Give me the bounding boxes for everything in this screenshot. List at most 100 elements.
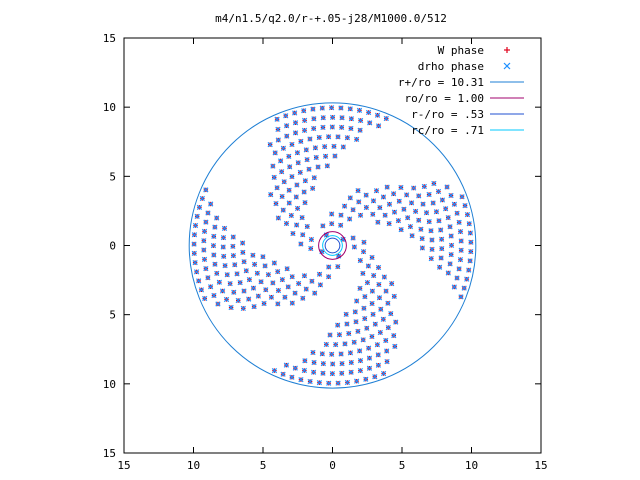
drho-phase-point (436, 218, 442, 224)
drho-phase-point (251, 261, 258, 268)
drho-phase-point (307, 136, 313, 142)
drho-phase-point (327, 332, 333, 338)
drho-phase-point (447, 261, 453, 267)
drho-phase-point (302, 358, 308, 364)
drho-phase-point (300, 232, 306, 238)
drho-phase-point (371, 272, 377, 279)
drho-phase-point (294, 205, 301, 212)
drho-phase-point (457, 257, 464, 263)
drho-phase-point (338, 212, 344, 218)
drho-phase-point (377, 204, 383, 211)
drho-phase-point (202, 295, 208, 302)
legend-label: drho phase (418, 60, 484, 73)
drho-phase-point (240, 249, 246, 256)
drho-phase-point (412, 208, 419, 214)
drho-phase-point (234, 271, 240, 277)
drho-phase-point (407, 223, 414, 230)
drho-phase-point (203, 187, 209, 193)
drho-phase-point (208, 201, 214, 207)
drho-phase-point (438, 227, 444, 233)
drho-phase-point (335, 264, 341, 270)
drho-phase-point (215, 301, 221, 307)
drho-phase-point (376, 295, 383, 301)
drho-phase-point (216, 279, 222, 285)
drho-phase-point (192, 222, 199, 229)
drho-phase-point (364, 279, 371, 286)
drho-phase-point (363, 192, 369, 198)
drho-phase-point (282, 294, 288, 300)
drho-phase-point (336, 332, 343, 338)
drho-phase-point (329, 124, 335, 130)
drho-phase-point (451, 284, 457, 290)
drho-phase-point (380, 370, 387, 377)
drho-phase-point (325, 134, 332, 140)
drho-phase-point (431, 180, 437, 187)
drho-phase-point (467, 230, 474, 236)
drho-phase-point (344, 321, 350, 327)
drho-phase-point (295, 160, 301, 166)
drho-phase-point (369, 254, 375, 261)
drho-phase-point (268, 191, 274, 198)
drho-phase-point (347, 106, 353, 112)
drho-phase-point (241, 259, 247, 265)
drho-phase-point (298, 377, 304, 383)
drho-phase-point (303, 286, 309, 292)
drho-phase-point (286, 187, 292, 193)
legend-swatch (503, 62, 511, 70)
drho-phase-point (302, 117, 308, 124)
data-marks (191, 105, 474, 386)
drho-phase-point (220, 235, 227, 241)
drho-phase-point (369, 300, 375, 307)
drho-phase-point (367, 120, 373, 126)
drho-phase-point (294, 182, 300, 188)
drho-phase-point (351, 244, 358, 250)
drho-phase-point (283, 113, 289, 119)
drho-phase-point (383, 115, 389, 122)
drho-phase-point (298, 241, 304, 247)
drho-phase-point (468, 248, 474, 255)
drho-phase-point (199, 195, 205, 202)
drho-phase-point (333, 341, 339, 348)
drho-phase-point (297, 169, 303, 176)
drho-phase-point (380, 194, 387, 200)
drho-phase-point (316, 271, 323, 277)
y-tick-label: 5 (109, 309, 116, 322)
drho-phase-point (293, 194, 299, 200)
drho-phase-point (201, 247, 207, 253)
drho-phase-point (438, 255, 444, 261)
drho-phase-point (329, 371, 335, 377)
drho-phase-point (439, 246, 445, 252)
drho-phase-point (287, 164, 293, 170)
drho-phase-point (254, 270, 260, 276)
drho-phase-point (292, 130, 299, 136)
drho-phase-point (366, 355, 373, 361)
drho-phase-point (250, 252, 256, 258)
drho-phase-point (363, 376, 369, 382)
drho-phase-point (374, 342, 380, 348)
drho-phase-point (210, 243, 217, 249)
drho-phase-point (322, 153, 329, 159)
drho-phase-point (237, 279, 243, 286)
drho-phase-point (275, 269, 281, 275)
drho-phase-point (339, 124, 345, 131)
drho-phase-point (332, 153, 338, 159)
drho-phase-point (224, 272, 230, 278)
drho-phase-point (361, 305, 367, 311)
chart-title: m4/n1.5/q2.0/r-+.05-j28/M1000.0/512 (215, 12, 447, 25)
legend-label: r-/ro = .53 (411, 108, 484, 121)
drho-phase-point (382, 212, 388, 218)
drho-phase-point (384, 348, 390, 354)
drho-phase-point (294, 150, 301, 156)
drho-phase-point (339, 360, 345, 367)
drho-phase-point (348, 369, 354, 375)
drho-phase-point (447, 224, 453, 230)
drho-phase-point (433, 209, 440, 215)
legend-swatch (504, 47, 510, 53)
drho-phase-point (292, 365, 298, 371)
drho-phase-point (271, 260, 277, 266)
drho-phase-point (241, 288, 247, 294)
drho-phase-point (302, 200, 308, 206)
drho-phase-point (385, 300, 391, 306)
drho-phase-point (275, 215, 281, 221)
